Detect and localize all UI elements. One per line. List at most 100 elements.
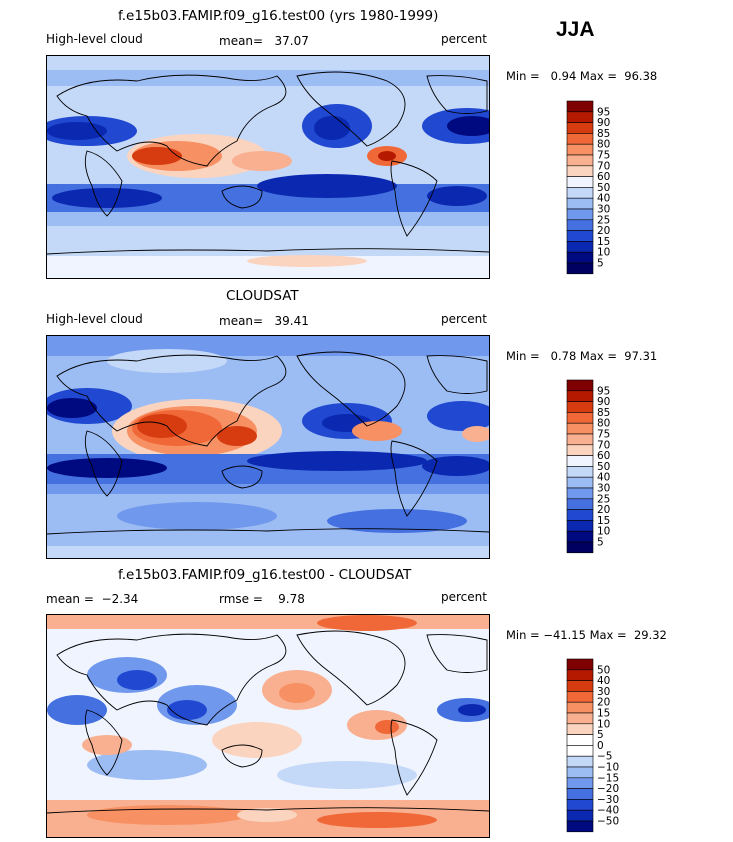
colorbar-tick-label: −10 <box>597 762 619 774</box>
colorbar-swatch <box>566 777 594 789</box>
panel-2-map <box>46 335 490 559</box>
panel-3-map <box>46 614 490 838</box>
panel-1-variable-label: High-level cloud <box>46 32 143 46</box>
colorbar-swatch <box>566 422 594 435</box>
panel-2-colorbar: 95 90 85 80 75 70 60 50 40 30 25 20 15 10 5 <box>566 379 626 554</box>
colorbar-tick-label: 50 <box>597 664 610 676</box>
colorbar-swatch <box>566 745 594 757</box>
panel-2-units-label: percent <box>441 312 487 326</box>
colorbar-tick-label: 5 <box>597 537 604 549</box>
colorbar-tick-label: 30 <box>597 483 610 495</box>
colorbar-swatch <box>566 219 594 231</box>
colorbar-swatch <box>566 723 594 735</box>
colorbar-tick-label: 15 <box>597 515 610 527</box>
colorbar-tick-label: −40 <box>597 805 619 817</box>
colorbar-tick-label: 20 <box>597 697 610 709</box>
colorbar-tick-label: 30 <box>597 686 610 698</box>
colorbar-tick-label: 5 <box>597 729 604 741</box>
colorbar-swatch <box>566 809 594 822</box>
colorbar-swatch <box>566 509 594 521</box>
colorbar-tick-label: 70 <box>597 160 610 172</box>
colorbar-tick-label: 50 <box>597 182 610 194</box>
colorbar-tick-label: 20 <box>597 504 610 516</box>
colorbar-swatch <box>566 187 594 199</box>
colorbar-swatch <box>566 390 594 402</box>
colorbar-tick-label: 5 <box>597 258 604 270</box>
colorbar-swatch <box>566 122 594 134</box>
colorbar-tick-label: 40 <box>597 472 610 484</box>
panel-2-mean-label: mean= 39.41 <box>219 314 309 328</box>
colorbar-swatch <box>566 755 594 768</box>
colorbar-tick-label: 50 <box>597 461 610 473</box>
colorbar-tick-label: 30 <box>597 204 610 216</box>
panel-1-map <box>46 55 490 279</box>
colorbar-swatch <box>566 165 594 177</box>
colorbar-tick-label: 80 <box>597 418 610 430</box>
colorbar-swatch <box>566 541 594 554</box>
colorbar-swatch <box>566 712 594 725</box>
colorbar-swatch <box>566 466 594 478</box>
panel-1-title: f.e15b03.FAMIP.f09_g16.test00 (yrs 1980-… <box>118 8 439 24</box>
colorbar-tick-label: 60 <box>597 450 610 462</box>
colorbar-swatch <box>566 520 594 532</box>
colorbar-tick-label: 90 <box>597 117 610 129</box>
colorbar-tick-label: −5 <box>597 751 612 763</box>
colorbar-tick-label: 85 <box>597 128 610 140</box>
colorbar-tick-label: −30 <box>597 794 619 806</box>
colorbar-swatch <box>566 262 594 275</box>
colorbar-swatch <box>566 820 594 833</box>
colorbar-tick-label: 90 <box>597 396 610 408</box>
colorbar-swatch <box>566 701 594 714</box>
colorbar-tick-label: 70 <box>597 439 610 451</box>
panel-3-title: f.e15b03.FAMIP.f09_g16.test00 - CLOUDSAT <box>118 567 412 583</box>
colorbar-swatch <box>566 433 594 446</box>
colorbar-tick-label: 75 <box>597 150 610 162</box>
colorbar-swatch <box>566 691 594 703</box>
colorbar-swatch <box>566 734 594 746</box>
colorbar-swatch <box>566 412 594 424</box>
colorbar-tick-label: −50 <box>597 816 619 828</box>
colorbar-swatch <box>566 401 594 413</box>
colorbar-tick-label: 10 <box>597 526 610 538</box>
panel-2-variable-label: High-level cloud <box>46 312 143 326</box>
colorbar-tick-label: 10 <box>597 247 610 259</box>
colorbar-swatch <box>566 476 594 489</box>
colorbar-tick-label: 85 <box>597 407 610 419</box>
colorbar-swatch <box>566 111 594 123</box>
panel-3-units-label: percent <box>441 590 487 604</box>
panel-1-map-svg <box>47 56 489 278</box>
colorbar-swatch <box>566 680 594 692</box>
panel-1-mean-label: mean= 37.07 <box>219 34 309 48</box>
colorbar-swatch <box>566 379 594 392</box>
panel-1-minmax: Min = 0.94 Max = 96.38 <box>506 69 658 83</box>
colorbar-tick-label: −20 <box>597 783 619 795</box>
colorbar-swatch <box>566 788 594 800</box>
colorbar-swatch <box>566 230 594 242</box>
colorbar-swatch <box>566 241 594 253</box>
panel-1-units-label: percent <box>441 32 487 46</box>
colorbar-tick-label: 95 <box>597 385 610 397</box>
colorbar-tick-label: 15 <box>597 236 610 248</box>
colorbar-swatch <box>566 251 594 264</box>
panel-2-map-svg <box>47 336 489 558</box>
colorbar-tick-label: 60 <box>597 171 610 183</box>
colorbar-tick-label: 80 <box>597 139 610 151</box>
colorbar-swatch <box>566 799 594 811</box>
colorbar-swatch <box>566 444 594 456</box>
colorbar-swatch <box>566 208 594 221</box>
colorbar-swatch <box>566 154 594 167</box>
panel-3-minmax: Min = −41.15 Max = 29.32 <box>506 628 667 642</box>
colorbar-tick-label: 15 <box>597 708 610 720</box>
colorbar-swatch <box>566 487 594 500</box>
colorbar-swatch <box>566 176 594 188</box>
colorbar-tick-label: 0 <box>597 740 604 752</box>
colorbar-tick-label: −15 <box>597 772 619 784</box>
colorbar-tick-label: 40 <box>597 675 610 687</box>
panel-1-colorbar: 95 90 85 80 75 70 60 50 40 30 25 20 15 10 5 <box>566 100 626 275</box>
colorbar-swatch <box>566 133 594 145</box>
panel-3-map-svg <box>47 615 489 837</box>
panel-2-title: CLOUDSAT <box>226 288 299 304</box>
